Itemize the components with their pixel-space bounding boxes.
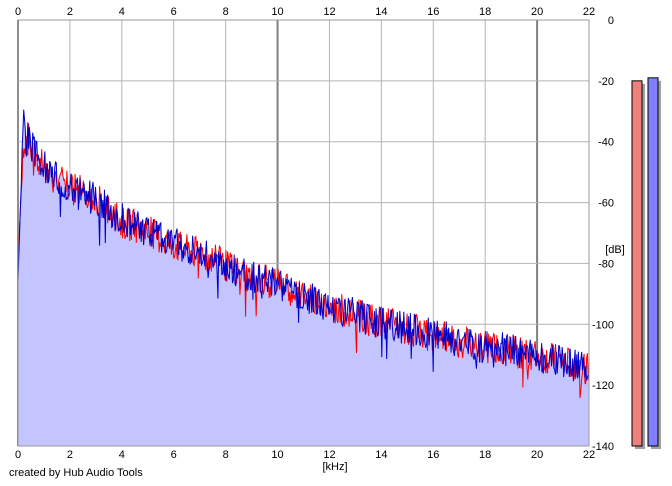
tick-labels: 002244668810101212141416161818202022220-… [15,6,614,461]
x-tick-label-top: 2 [67,6,73,18]
x-tick-label-bottom: 4 [119,449,125,461]
x-tick-label-bottom: 10 [271,449,283,461]
x-tick-label-top: 20 [531,6,543,18]
x-tick-label-bottom: 18 [479,449,491,461]
level-meter-right [647,77,659,447]
x-tick-label-bottom: 12 [323,449,335,461]
credit-text: created by Hub Audio Tools [9,467,143,479]
level-meters [631,77,661,450]
x-tick-label-top: 6 [171,6,177,18]
y-tick-label: -20 [598,76,614,88]
x-axis-label: [kHz] [322,461,347,473]
series-line-blue [17,109,590,381]
x-tick-label-bottom: 2 [67,449,73,461]
level-meter-left [631,80,643,447]
plot-frame [17,19,590,447]
y-tick-label: 0 [608,15,614,27]
x-tick-label-bottom: 22 [583,449,595,461]
x-tick-label-top: 10 [271,6,283,18]
x-tick-label-top: 18 [479,6,491,18]
x-tick-label-bottom: 8 [223,449,229,461]
y-tick-label: -60 [598,198,614,210]
x-tick-label-bottom: 16 [427,449,439,461]
spectrum-fill [18,109,589,446]
x-tick-label-top: 12 [323,6,335,18]
y-tick-label: -40 [598,137,614,149]
spectrum-area [18,109,589,446]
y-tick-label: -100 [592,319,614,331]
x-tick-label-top: 22 [583,6,595,18]
series-group [17,109,590,399]
x-tick-label-top: 0 [15,6,21,18]
y-tick-label: -140 [592,441,614,453]
y-tick-label: -80 [598,258,614,270]
x-tick-label-bottom: 20 [531,449,543,461]
x-tick-label-bottom: 6 [171,449,177,461]
x-tick-label-top: 4 [119,6,125,18]
y-tick-label: -120 [592,380,614,392]
x-tick-label-top: 8 [223,6,229,18]
x-tick-label-bottom: 0 [15,449,21,461]
x-tick-label-top: 14 [375,6,387,18]
x-tick-label-bottom: 14 [375,449,387,461]
x-tick-label-top: 16 [427,6,439,18]
y-axis-label: [dB] [605,244,625,256]
